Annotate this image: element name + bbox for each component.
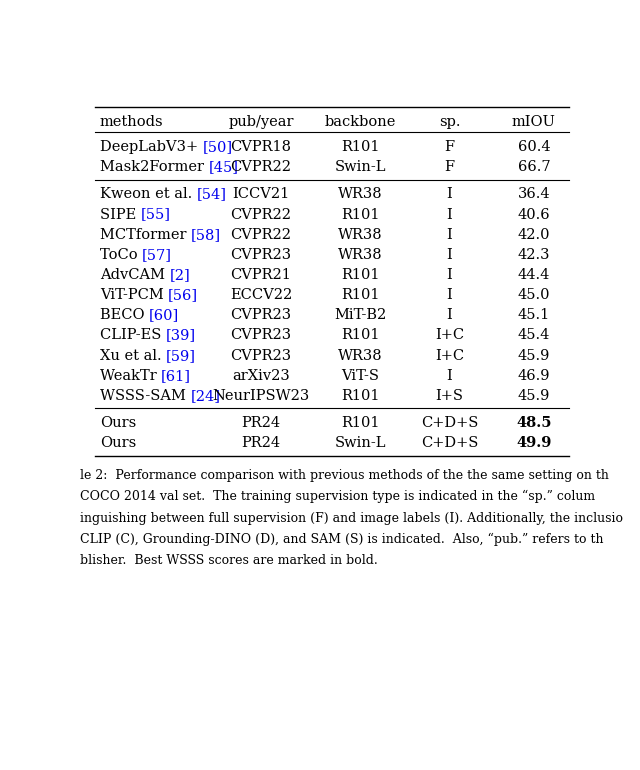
Text: I: I [447,187,452,202]
Text: [50]: [50] [203,140,233,154]
Text: le 2:  Performance comparison with previous methods of the the same setting on t: le 2: Performance comparison with previo… [80,469,609,482]
Text: [54]: [54] [196,187,227,202]
Text: [2]: [2] [170,268,190,282]
Text: CVPR23: CVPR23 [230,329,292,343]
Text: I+C: I+C [435,329,464,343]
Text: R101: R101 [341,140,380,154]
Text: ICCV21: ICCV21 [232,187,290,202]
Text: I: I [447,288,452,302]
Text: WSSS-SAM: WSSS-SAM [100,389,190,403]
Text: DeepLabV3+: DeepLabV3+ [100,140,203,154]
Text: 49.9: 49.9 [516,437,552,450]
Text: Kweon et al.: Kweon et al. [100,187,196,202]
Text: [60]: [60] [149,308,179,323]
Text: I: I [447,208,452,222]
Text: inguishing between full supervision (F) and image labels (I). Additionally, the : inguishing between full supervision (F) … [80,511,623,524]
Text: mIOU: mIOU [512,116,556,129]
Text: 45.4: 45.4 [518,329,550,343]
Text: pub/year: pub/year [228,116,294,129]
Text: WR38: WR38 [338,228,383,242]
Text: R101: R101 [341,288,380,302]
Text: MCTformer: MCTformer [100,228,191,242]
Text: AdvCAM: AdvCAM [100,268,170,282]
Text: R101: R101 [341,208,380,222]
Text: 48.5: 48.5 [516,417,552,430]
Text: [55]: [55] [141,208,171,222]
Text: ViT-S: ViT-S [341,369,380,383]
Text: COCO 2014 val set.  The training supervision type is indicated in the “sp.” colu: COCO 2014 val set. The training supervis… [80,490,595,504]
Text: CLIP (C), Grounding-DINO (D), and SAM (S) is indicated.  Also, “pub.” refers to : CLIP (C), Grounding-DINO (D), and SAM (S… [80,533,604,546]
Text: 44.4: 44.4 [518,268,550,282]
Text: CVPR23: CVPR23 [230,349,292,363]
Text: I: I [447,369,452,383]
Text: [56]: [56] [168,288,198,302]
Text: F: F [444,160,454,174]
Text: [39]: [39] [166,329,196,343]
Text: sp.: sp. [439,116,460,129]
Text: C+D+S: C+D+S [421,437,478,450]
Text: WeakTr: WeakTr [100,369,161,383]
Text: [24]: [24] [190,389,220,403]
Text: CVPR21: CVPR21 [230,268,291,282]
Text: 36.4: 36.4 [518,187,550,202]
Text: F: F [444,140,454,154]
Text: backbone: backbone [324,116,396,129]
Text: R101: R101 [341,389,380,403]
Text: [59]: [59] [166,349,196,363]
Text: blisher.  Best WSSS scores are marked in bold.: blisher. Best WSSS scores are marked in … [80,554,378,567]
Text: ECCV22: ECCV22 [230,288,292,302]
Text: Mask2Former: Mask2Former [100,160,209,174]
Text: I+C: I+C [435,349,464,363]
Text: [57]: [57] [142,248,172,262]
Text: CVPR22: CVPR22 [230,208,292,222]
Text: Swin-L: Swin-L [335,437,386,450]
Text: R101: R101 [341,329,380,343]
Text: BECO: BECO [100,308,149,323]
Text: 66.7: 66.7 [518,160,550,174]
Text: arXiv23: arXiv23 [232,369,290,383]
Text: [45]: [45] [209,160,239,174]
Text: C+D+S: C+D+S [421,417,478,430]
Text: ToCo: ToCo [100,248,142,262]
Text: Xu et al.: Xu et al. [100,349,166,363]
Text: ViT-PCM: ViT-PCM [100,288,168,302]
Text: 60.4: 60.4 [518,140,550,154]
Text: 42.0: 42.0 [518,228,550,242]
Text: CVPR18: CVPR18 [230,140,292,154]
Text: 45.1: 45.1 [518,308,550,323]
Text: Ours: Ours [100,437,136,450]
Text: 45.9: 45.9 [518,349,550,363]
Text: SIPE: SIPE [100,208,141,222]
Text: MiT-B2: MiT-B2 [334,308,387,323]
Text: [58]: [58] [191,228,221,242]
Text: CVPR23: CVPR23 [230,308,292,323]
Text: NeurIPSW23: NeurIPSW23 [212,389,310,403]
Text: WR38: WR38 [338,248,383,262]
Text: Ours: Ours [100,417,136,430]
Text: methods: methods [100,116,163,129]
Text: WR38: WR38 [338,187,383,202]
Text: I+S: I+S [435,389,463,403]
Text: 42.3: 42.3 [518,248,550,262]
Text: 40.6: 40.6 [518,208,550,222]
Text: I: I [447,308,452,323]
Text: [61]: [61] [161,369,191,383]
Text: I: I [447,268,452,282]
Text: CVPR23: CVPR23 [230,248,292,262]
Text: PR24: PR24 [241,417,280,430]
Text: Swin-L: Swin-L [335,160,386,174]
Text: R101: R101 [341,268,380,282]
Text: 45.0: 45.0 [518,288,550,302]
Text: CVPR22: CVPR22 [230,228,292,242]
Text: 46.9: 46.9 [518,369,550,383]
Text: WR38: WR38 [338,349,383,363]
Text: PR24: PR24 [241,437,280,450]
Text: CVPR22: CVPR22 [230,160,292,174]
Text: 45.9: 45.9 [518,389,550,403]
Text: CLIP-ES: CLIP-ES [100,329,166,343]
Text: I: I [447,248,452,262]
Text: I: I [447,228,452,242]
Text: R101: R101 [341,417,380,430]
